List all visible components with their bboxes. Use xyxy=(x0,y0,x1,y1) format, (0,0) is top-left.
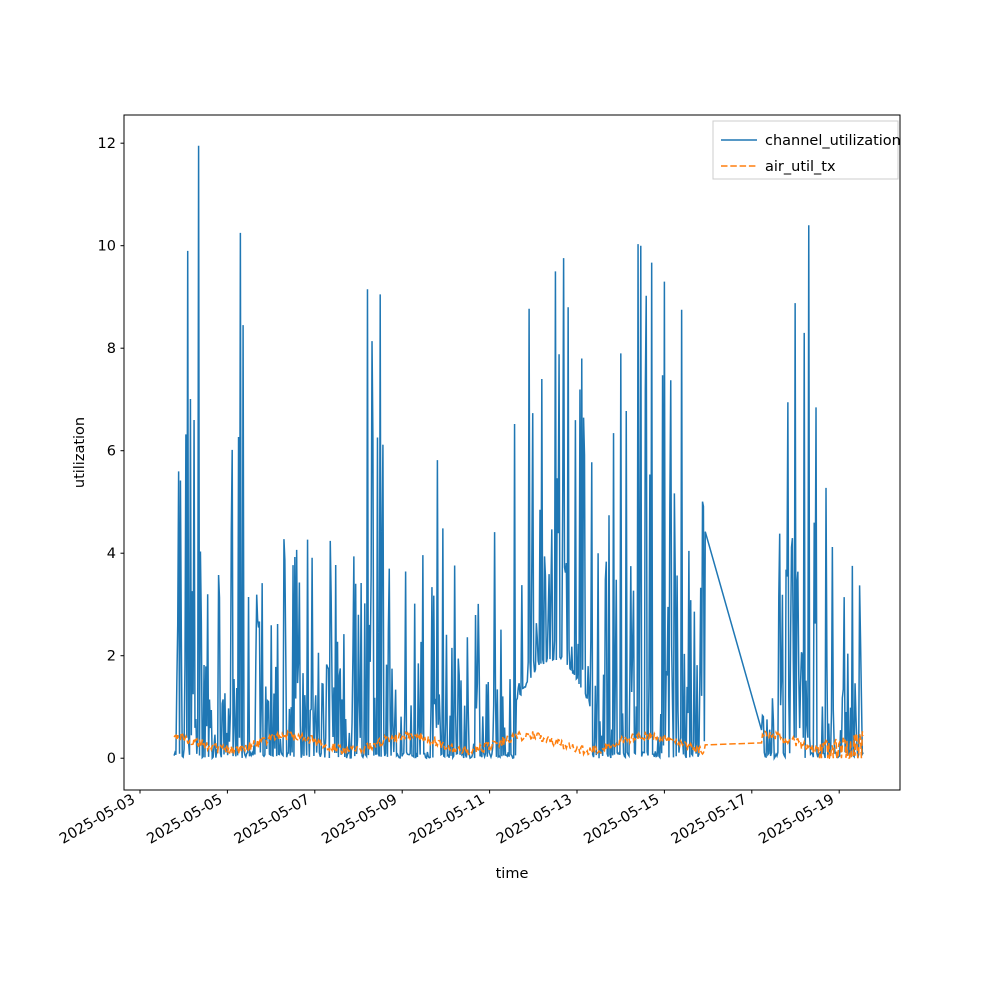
legend-box xyxy=(712,120,899,180)
series-line-channel-utilization xyxy=(173,145,864,761)
legend-label-2[interactable]: air_util_tx xyxy=(765,159,836,175)
y-tick-label: 10 xyxy=(98,239,116,255)
y-tick-label: 12 xyxy=(98,136,116,152)
axis-labels-group: time utilization xyxy=(72,417,528,882)
axes-frame xyxy=(123,114,901,791)
data-series-group xyxy=(173,145,864,761)
x-axis-label: time xyxy=(496,866,529,882)
y-tick-label: 0 xyxy=(107,751,116,767)
y-axis-label: utilization xyxy=(72,417,88,488)
series-line-air-util-tx xyxy=(173,729,864,759)
y-tick-label: 8 xyxy=(107,341,116,357)
chart-legend[interactable]: channel_utilization air_util_tx xyxy=(712,120,901,180)
axes-area xyxy=(123,114,901,791)
y-tick-label: 4 xyxy=(107,546,116,562)
legend-label-1[interactable]: channel_utilization xyxy=(765,133,901,149)
y-tick-label: 2 xyxy=(107,649,116,665)
y-tick-label: 6 xyxy=(107,444,116,460)
